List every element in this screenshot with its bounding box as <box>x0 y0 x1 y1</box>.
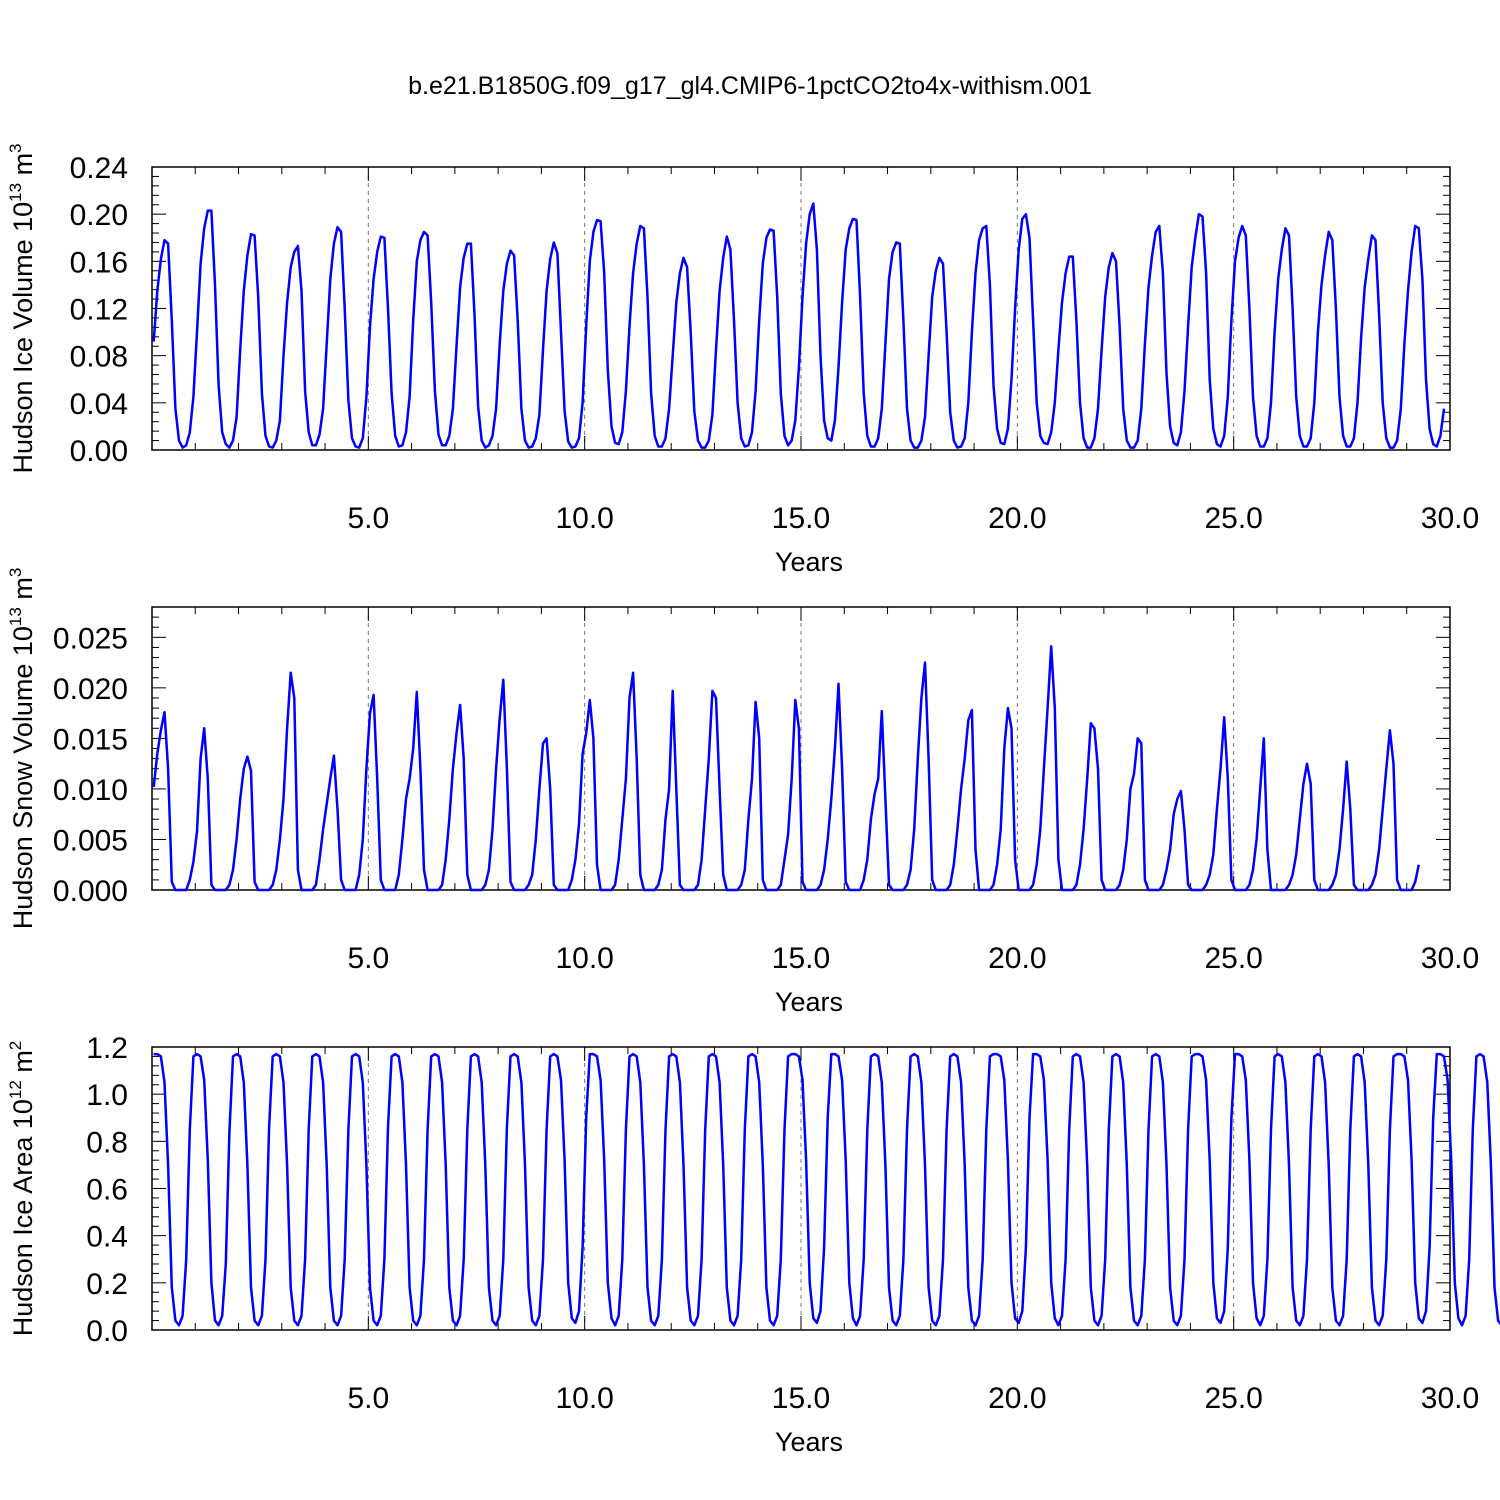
x-axis-label: Years <box>775 547 843 577</box>
figure-title: b.e21.B1850G.f09_g17_gl4.CMIP6-1pctCO2to… <box>408 72 1092 100</box>
x-tick-label: 10.0 <box>555 942 613 975</box>
y-tick-label: 0.08 <box>70 341 128 374</box>
chart-panel-3: 5.0 10.0 15.0 20.0 25.0 30.0 0.0 0.2 0.4 0.6 0.8 1.… <box>6 1032 1500 1457</box>
chart-panel-1: 5.0 10.0 15.0 20.0 25.0 30.0 0.00 0.04 0.08 0.12 0… <box>6 143 1479 577</box>
y-tick-label: 0.000 <box>53 875 128 908</box>
x-tick-label: 15.0 <box>772 1382 830 1415</box>
series-line-1 <box>152 202 1446 449</box>
y-tick-label: 0.20 <box>70 199 128 232</box>
y-tick-label: 0.010 <box>53 774 128 807</box>
series-line-3 <box>153 1052 1500 1327</box>
x-tick-label: 5.0 <box>347 1382 389 1415</box>
x-tick-label: 25.0 <box>1204 1382 1262 1415</box>
y-axis-label: Hudson Ice Area 1012 m2 <box>6 1041 38 1337</box>
y-tick-label: 0.24 <box>70 152 128 185</box>
x-tick-label: 15.0 <box>772 942 830 975</box>
chart-panel-2: 5.0 10.0 15.0 20.0 25.0 30.0 0.000 0.005 0.010 0.… <box>6 568 1479 1017</box>
y-tick-label: 0.0 <box>86 1315 128 1348</box>
x-tick-label: 30.0 <box>1421 502 1479 535</box>
x-tick-label: 20.0 <box>988 1382 1046 1415</box>
x-tick-label: 30.0 <box>1421 1382 1479 1415</box>
y-tick-label: 0.4 <box>86 1221 128 1254</box>
x-axis-label: Years <box>775 1427 843 1457</box>
x-tick-label: 25.0 <box>1204 502 1262 535</box>
x-tick-label: 15.0 <box>772 502 830 535</box>
y-tick-label: 0.6 <box>86 1174 128 1207</box>
y-tick-label: 0.12 <box>70 294 128 327</box>
y-tick-label: 1.2 <box>86 1032 128 1065</box>
x-axis-label: Years <box>775 987 843 1017</box>
y-tick-label: 0.2 <box>86 1268 128 1301</box>
panels: 5.0 10.0 15.0 20.0 25.0 30.0 0.00 0.04 0.08 0.12 0… <box>6 143 1500 1457</box>
y-tick-label: 0.015 <box>53 723 128 756</box>
x-tick-label: 5.0 <box>347 502 389 535</box>
y-tick-label: 0.04 <box>70 388 128 421</box>
y-tick-label: 0.8 <box>86 1126 128 1159</box>
y-axis-label: Hudson Ice Volume 1013 m3 <box>6 143 38 473</box>
y-tick-label: 0.005 <box>53 824 128 857</box>
x-tick-label: 20.0 <box>988 942 1046 975</box>
y-tick-label: 0.00 <box>70 435 128 468</box>
x-tick-label: 10.0 <box>555 502 613 535</box>
y-tick-label: 0.020 <box>53 673 128 706</box>
x-tick-label: 5.0 <box>347 942 389 975</box>
x-tick-label: 30.0 <box>1421 942 1479 975</box>
y-tick-label: 0.025 <box>53 622 128 655</box>
y-tick-label: 0.16 <box>70 246 128 279</box>
y-tick-label: 1.0 <box>86 1079 128 1112</box>
y-axis-label: Hudson Snow Volume 1013 m3 <box>6 568 38 930</box>
x-tick-label: 10.0 <box>555 1382 613 1415</box>
x-tick-label: 25.0 <box>1204 942 1262 975</box>
x-tick-label: 20.0 <box>988 502 1046 535</box>
series-line-2 <box>152 645 1421 892</box>
